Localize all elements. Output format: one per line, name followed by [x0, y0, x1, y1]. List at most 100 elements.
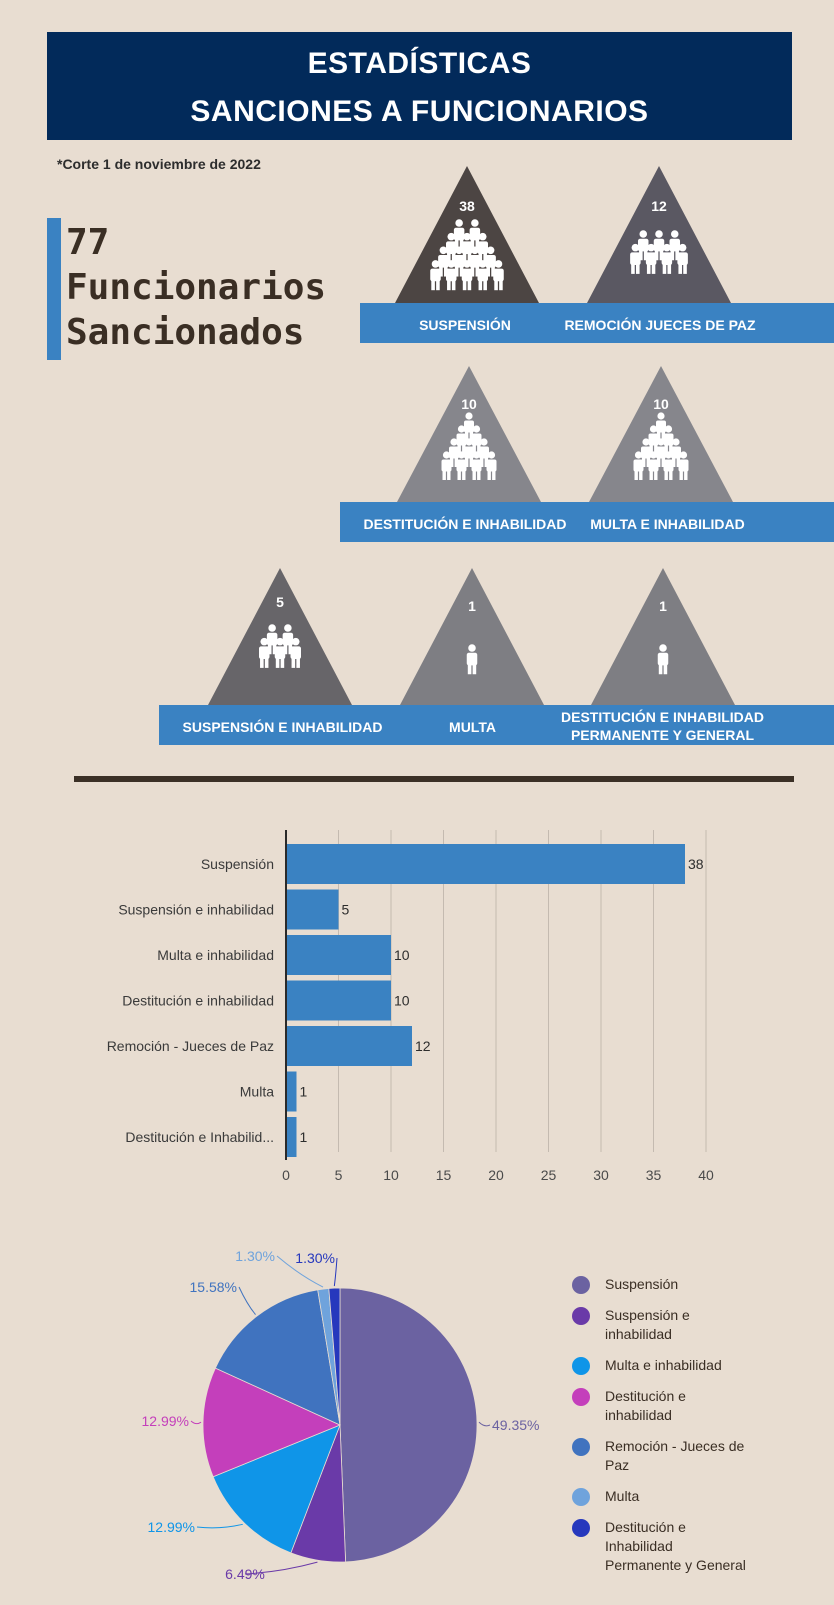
- triangle-multa: [400, 568, 544, 705]
- x-tick-label: 30: [593, 1167, 609, 1183]
- legend-label: Paz: [605, 1457, 630, 1473]
- person-icon: [641, 438, 651, 467]
- legend-label: Destitución e: [605, 1519, 686, 1535]
- person-icon: [477, 232, 488, 263]
- bar: [286, 1117, 297, 1157]
- person-icon: [446, 232, 457, 263]
- pie-leader-line: [244, 1561, 318, 1575]
- person-icon: [469, 219, 481, 250]
- bar-value-label: 5: [342, 902, 350, 918]
- bar: [286, 844, 685, 884]
- bar-value-label: 1: [300, 1084, 308, 1100]
- total-label-1: Funcionarios: [66, 267, 327, 308]
- person-icon: [653, 230, 665, 261]
- legend-item: Suspensión e inhabilidad: [572, 1306, 822, 1344]
- pie-slice: [214, 1289, 341, 1426]
- y-category-label: Suspensión: [201, 856, 274, 872]
- x-tick-label: 20: [488, 1167, 504, 1183]
- pie-leader-line: [276, 1255, 324, 1288]
- person-icon: [464, 438, 474, 467]
- person-icon: [461, 232, 473, 263]
- x-tick-label: 25: [541, 1167, 557, 1183]
- person-icon: [677, 243, 688, 274]
- pie-slice: [202, 1367, 342, 1478]
- header-title: ESTADÍSTICAS: [307, 47, 532, 80]
- person-icon: [657, 644, 669, 675]
- person-icon: [471, 425, 482, 454]
- person-icon: [663, 451, 674, 480]
- pie-percent-label: 12.99%: [148, 1519, 195, 1535]
- legend-item: Remoción - Jueces de Paz: [572, 1437, 822, 1475]
- pie-leader-line: [238, 1286, 256, 1315]
- legend-item: Destitución e inhabilidad: [572, 1387, 822, 1425]
- person-icon: [633, 451, 644, 480]
- legend-label: inhabilidad: [605, 1407, 672, 1423]
- legend-label: Multa: [605, 1488, 640, 1504]
- person-icon: [446, 260, 457, 291]
- triangle-label-line-1: DESTITUCIÓN E INHABILIDAD: [561, 709, 764, 725]
- y-category-label: Destitución e inhabilidad: [122, 993, 274, 1009]
- pie-leader-line: [196, 1523, 243, 1529]
- person-icon: [671, 438, 681, 467]
- legend-swatch: [572, 1357, 590, 1375]
- person-icon: [471, 451, 482, 480]
- x-tick-label: 15: [436, 1167, 452, 1183]
- legend-label: Suspensión: [605, 1276, 679, 1292]
- person-icon: [464, 412, 474, 441]
- person-icon: [486, 451, 497, 480]
- pie-chart: 49.35% 6.49% 12.99% 12.99% 15.58% 1.30% 1.30%: [142, 1248, 540, 1582]
- legend-swatch: [572, 1488, 590, 1506]
- pie-percent-label: 12.99%: [142, 1413, 189, 1429]
- person-icon: [290, 637, 301, 668]
- person-icon: [678, 451, 689, 480]
- triangle-label-multa-inhabilidad: MULTA E INHABILIDAD: [590, 516, 745, 532]
- person-icon: [648, 451, 659, 480]
- triangle-multa-inhabilidad: [589, 366, 733, 502]
- person-icon: [648, 425, 659, 454]
- legend-swatch: [572, 1276, 590, 1294]
- x-tick-label: 35: [646, 1167, 662, 1183]
- person-icon: [456, 451, 467, 480]
- person-icon: [449, 438, 459, 467]
- legend-label: Multa e inhabilidad: [605, 1357, 722, 1373]
- triangle-label-remocion: REMOCIÓN JUECES DE PAZ: [564, 317, 756, 333]
- pie-leader-line: [190, 1420, 202, 1425]
- person-icon: [656, 438, 666, 467]
- person-icon: [456, 425, 467, 454]
- legend-swatch: [572, 1307, 590, 1325]
- legend-swatch: [572, 1519, 590, 1537]
- person-icon: [461, 260, 473, 291]
- bar: [286, 889, 339, 930]
- person-icon: [485, 246, 496, 277]
- legend-label: Destitución e: [605, 1388, 686, 1404]
- pie-leader-line: [478, 1421, 491, 1427]
- person-icon: [259, 637, 270, 668]
- legend-swatch: [572, 1388, 590, 1406]
- triangle-label-destitucion-permanente: DESTITUCIÓN E INHABILIDAD PERMANENTE Y G…: [550, 708, 775, 744]
- y-category-label: Destitución e Inhabilid...: [125, 1129, 274, 1145]
- legend-item: Multa: [572, 1487, 822, 1506]
- bar-value-label: 10: [394, 947, 410, 963]
- legend-item: Multa e inhabilidad: [572, 1356, 822, 1375]
- x-tick-label: 10: [383, 1167, 399, 1183]
- pie-percent-label: 1.30%: [235, 1248, 275, 1264]
- triangle-value-suspension-inhabilidad: 5: [276, 594, 284, 610]
- x-tick-label: 0: [282, 1167, 290, 1183]
- triangle-label-destitucion-inhabilidad: DESTITUCIÓN E INHABILIDAD: [363, 516, 567, 532]
- section-divider: [74, 776, 794, 782]
- total-sanctioned: 77 Funcionarios Sancionados: [66, 220, 326, 355]
- y-category-label: Suspensión e inhabilidad: [118, 902, 274, 918]
- pie-legend: Suspensión Suspensión e inhabilidad Multa e…: [572, 1275, 822, 1587]
- triangle-value-remocion: 12: [651, 198, 667, 214]
- legend-label: Permanente y General: [605, 1557, 746, 1573]
- pie-leader-line: [333, 1257, 338, 1287]
- bar: [286, 1026, 412, 1066]
- person-icon: [638, 230, 649, 261]
- pie-percent-label: 49.35%: [492, 1417, 539, 1433]
- triangle-destitucion-inhabilidad: [397, 366, 541, 502]
- cutoff-note: *Corte 1 de noviembre de 2022: [57, 156, 261, 172]
- person-icon: [656, 412, 666, 441]
- bar-value-label: 1: [300, 1129, 308, 1145]
- x-tick-label: 40: [698, 1167, 714, 1183]
